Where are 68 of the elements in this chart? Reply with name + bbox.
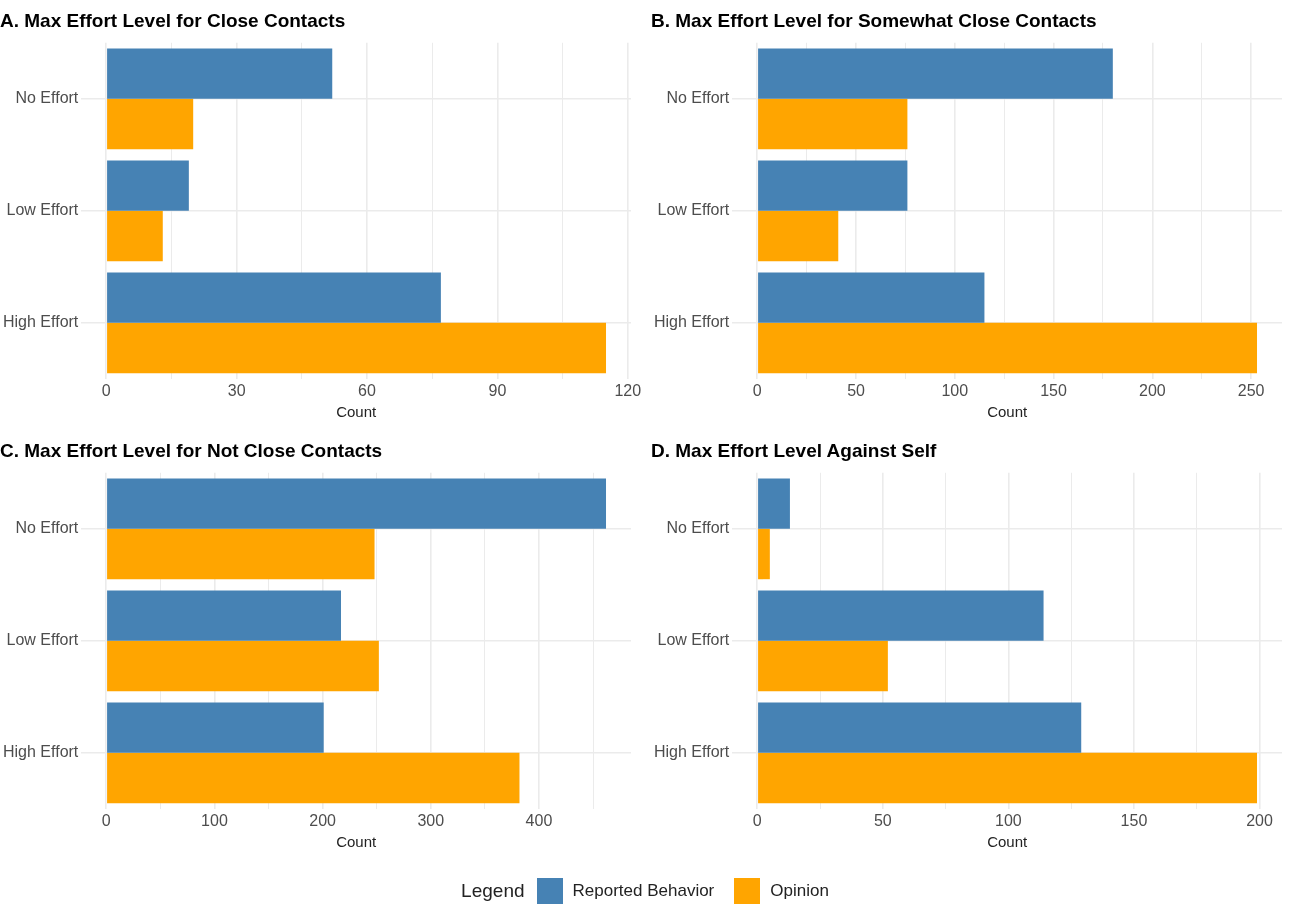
bar (758, 702, 1082, 753)
y-tick-label: Low Effort (6, 201, 79, 219)
bar (107, 528, 375, 580)
bar (107, 590, 342, 641)
bar (758, 272, 985, 323)
legend-label: Reported Behavior (572, 881, 715, 901)
y-tick-label: No Effort (15, 89, 79, 107)
y-tick-label: Low Effort (6, 631, 79, 649)
y-tick-label: No Effort (666, 519, 730, 537)
bar (107, 160, 189, 211)
x-tick-label: 0 (752, 811, 762, 829)
x-tick-label: 150 (1120, 811, 1148, 829)
y-tick-label: No Effort (15, 519, 79, 537)
legend-title: Legend (461, 880, 525, 902)
y-tick-label: High Effort (3, 313, 79, 331)
bar (758, 478, 790, 529)
x-tick-label: 0 (752, 381, 762, 399)
x-tick-label: 400 (525, 811, 553, 829)
y-tick-label: High Effort (654, 313, 730, 331)
x-tick-label: 50 (847, 381, 866, 399)
x-tick-label: 0 (101, 381, 111, 399)
bar (107, 98, 194, 150)
bar (758, 322, 1258, 374)
bar (758, 48, 1113, 99)
bar (107, 48, 333, 99)
bar (758, 160, 908, 211)
x-tick-label: 50 (873, 811, 892, 829)
legend-label: Opinion (770, 881, 829, 901)
bar (758, 98, 908, 150)
x-axis-title: Count (987, 833, 1028, 851)
x-tick-label: 100 (995, 811, 1022, 829)
x-tick-label: 100 (941, 381, 969, 399)
x-tick-label: 250 (1237, 381, 1265, 399)
bar (107, 702, 324, 753)
x-tick-label: 30 (227, 381, 246, 399)
y-tick-label: High Effort (3, 743, 79, 761)
y-tick-label: No Effort (666, 89, 730, 107)
bar (758, 528, 770, 580)
bar (758, 752, 1258, 804)
chart-title: B. Max Effort Level for Somewhat Close Contacts (651, 9, 1097, 31)
x-tick-label: 60 (358, 381, 377, 399)
bar (758, 210, 839, 262)
x-tick-label: 150 (1040, 381, 1068, 399)
x-axis-title: Count (987, 403, 1028, 421)
bar (758, 590, 1044, 641)
bar (107, 752, 520, 804)
x-tick-label: 0 (101, 811, 111, 829)
bar (107, 210, 163, 262)
bar (107, 272, 441, 323)
bar (107, 478, 607, 529)
x-tick-label: 200 (1138, 381, 1166, 399)
chart-title: C. Max Effort Level for Not Close Contacts (0, 439, 383, 461)
y-tick-label: High Effort (654, 743, 730, 761)
x-axis-title: Count (336, 833, 377, 851)
x-tick-label: 120 (614, 381, 642, 399)
x-tick-label: 90 (488, 381, 507, 399)
bar (107, 322, 607, 374)
bar (758, 640, 888, 692)
x-axis-title: Count (336, 403, 377, 421)
y-tick-label: Low Effort (657, 631, 730, 649)
x-tick-label: 300 (417, 811, 445, 829)
chart-title: A. Max Effort Level for Close Contacts (0, 9, 346, 31)
chart-title: D. Max Effort Level Against Self (651, 439, 938, 461)
y-tick-label: Low Effort (657, 201, 730, 219)
bar (107, 640, 379, 692)
x-tick-label: 200 (1246, 811, 1273, 829)
x-tick-label: 100 (201, 811, 228, 829)
x-tick-label: 200 (309, 811, 337, 829)
